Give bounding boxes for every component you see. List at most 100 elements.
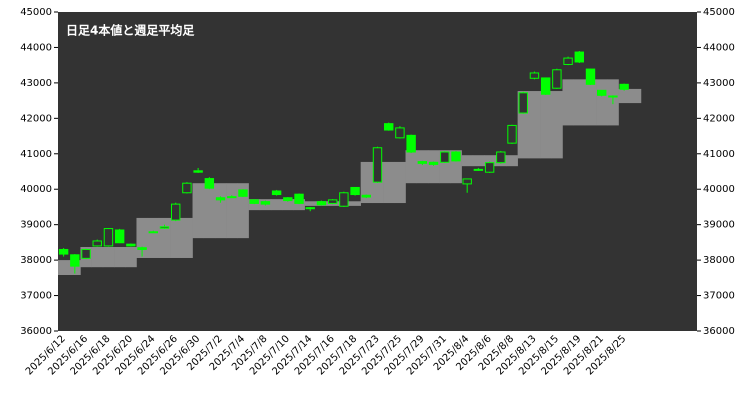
- y-tick-label: 41000: [20, 149, 52, 160]
- y2-tick-label: 44000: [703, 42, 735, 53]
- weekly-bar: [540, 91, 552, 159]
- weekly-bar: [170, 217, 182, 258]
- weekly-bar: [158, 217, 171, 258]
- candle-body: [260, 201, 271, 205]
- candle-body: [114, 229, 125, 244]
- candle-body: [58, 248, 69, 255]
- weekly-bar: [58, 260, 70, 275]
- candle-body: [159, 226, 170, 229]
- candle-body: [619, 83, 629, 90]
- weekly-bar: [125, 246, 137, 268]
- y-tick-label: 38000: [20, 255, 52, 266]
- candle-body: [92, 240, 102, 247]
- candle-body: [428, 161, 439, 165]
- y-tick-label: 37000: [20, 291, 52, 302]
- candle-body: [372, 147, 383, 183]
- weekly-bar: [203, 183, 216, 239]
- weekly-bar: [584, 79, 597, 126]
- y2-tick-label: 37000: [703, 291, 735, 302]
- candle-body: [496, 151, 506, 164]
- y2-tick-label: 45000: [703, 7, 735, 18]
- candle-body: [249, 199, 259, 204]
- y-tick-label: 40000: [20, 184, 52, 195]
- candle-body: [238, 189, 248, 197]
- weekly-bar: [394, 161, 406, 204]
- candle-body: [137, 247, 147, 250]
- candle-body: [462, 178, 472, 185]
- weekly-bar: [517, 91, 530, 159]
- weekly-bar: [573, 79, 586, 126]
- y-tick-label: 44000: [20, 42, 52, 53]
- weekly-bar: [226, 183, 238, 239]
- weekly-bar: [383, 161, 395, 204]
- candle-body: [563, 57, 573, 65]
- weekly-bar: [214, 183, 227, 239]
- weekly-bar: [472, 155, 485, 167]
- y2-tick-label: 38000: [703, 255, 735, 266]
- weekly-bar: [192, 183, 205, 239]
- weekly-bar: [271, 199, 283, 211]
- candle-body: [540, 77, 551, 95]
- weekly-bar: [304, 201, 317, 206]
- candle-body: [473, 168, 484, 171]
- candle-body: [271, 190, 282, 196]
- chart-title: 日足4本値と週足平均足: [66, 23, 194, 38]
- y2-tick-label: 43000: [703, 78, 735, 89]
- candle-body: [70, 254, 80, 267]
- candle-body: [384, 123, 394, 131]
- weekly-bar: [450, 150, 462, 184]
- candle-body: [417, 161, 428, 164]
- candle-body: [484, 162, 495, 173]
- candle-body: [193, 170, 203, 173]
- candle-body: [182, 182, 192, 194]
- weekly-bar: [181, 217, 193, 258]
- candle-body: [305, 207, 315, 210]
- y2-tick-label: 42000: [703, 113, 735, 124]
- candle-body: [406, 134, 416, 153]
- candle-body: [597, 89, 607, 96]
- candle-body: [327, 199, 338, 204]
- weekly-bar: [147, 217, 160, 258]
- y2-tick-label: 36000: [703, 326, 735, 337]
- weekly-bar: [596, 79, 608, 126]
- candle-body: [395, 127, 405, 139]
- candle-body: [204, 178, 215, 189]
- weekly-bar: [405, 150, 418, 184]
- weekly-bar: [562, 79, 574, 126]
- candle-body: [148, 231, 158, 234]
- weekly-bar: [618, 88, 631, 104]
- candle-body: [126, 243, 136, 247]
- candle-body: [227, 196, 237, 199]
- weekly-bar: [439, 150, 451, 184]
- weekly-bar: [136, 217, 148, 258]
- weekly-bar: [484, 155, 496, 167]
- candle-body: [585, 68, 596, 85]
- y-tick-label: 39000: [20, 220, 52, 231]
- candle-body: [339, 192, 349, 207]
- weekly-bar: [248, 199, 261, 211]
- y-tick-label: 42000: [20, 113, 52, 124]
- y2-tick-label: 40000: [703, 184, 735, 195]
- candle-body: [574, 51, 584, 63]
- candle-body: [215, 197, 226, 201]
- weekly-bar: [629, 88, 642, 104]
- weekly-bar: [293, 199, 305, 211]
- weekly-bar: [282, 199, 294, 211]
- candle-body: [283, 197, 293, 202]
- weekly-bar: [528, 91, 541, 159]
- y2-tick-label: 41000: [703, 149, 735, 160]
- weekly-bar: [349, 201, 361, 206]
- candle-body: [507, 124, 517, 144]
- candle-body: [529, 72, 540, 79]
- candle-body: [552, 69, 562, 89]
- candle-body: [361, 194, 371, 198]
- candle-body: [294, 193, 304, 204]
- weekly-bar: [416, 150, 429, 184]
- candle-body: [81, 248, 91, 259]
- weekly-bar: [551, 91, 563, 159]
- candle-body: [350, 186, 360, 196]
- weekly-bar: [461, 155, 474, 167]
- y-tick-label: 45000: [20, 7, 52, 18]
